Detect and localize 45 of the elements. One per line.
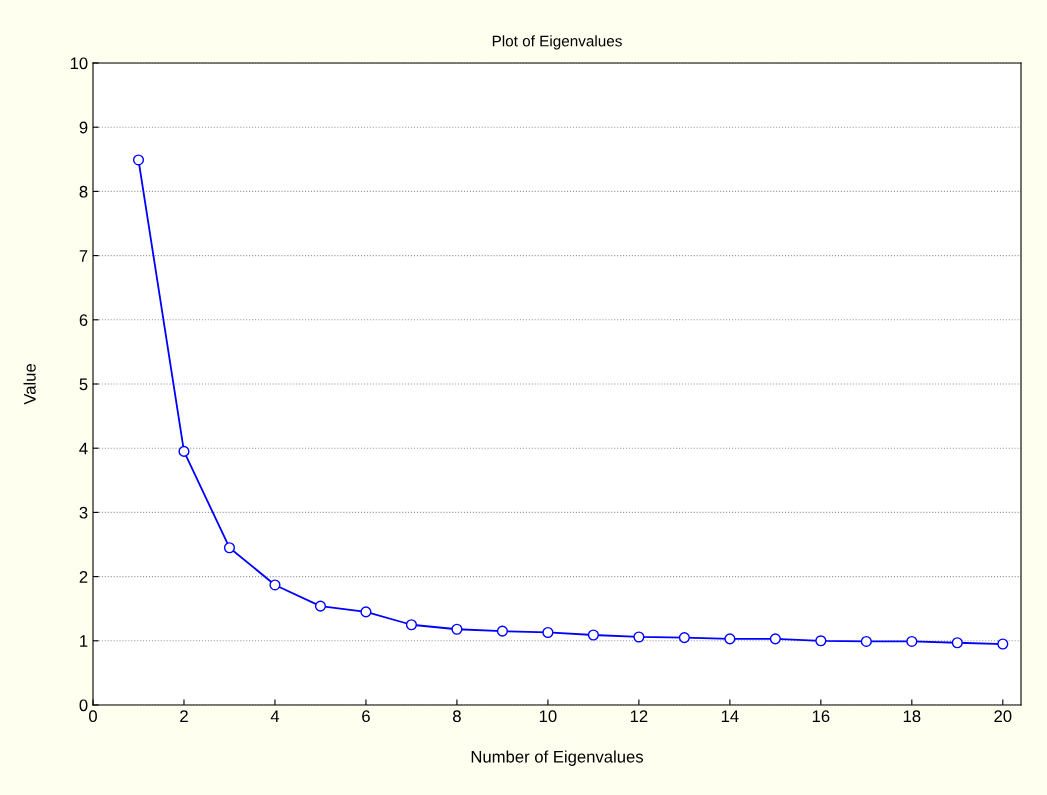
x-tick-label: 16 xyxy=(812,710,830,723)
point xyxy=(678,632,690,644)
point xyxy=(496,625,508,637)
point xyxy=(405,619,417,631)
x-tick-label: 12 xyxy=(630,710,648,722)
point xyxy=(269,579,281,591)
point xyxy=(132,154,145,166)
y-tick-label: 10 xyxy=(70,57,88,70)
x-tick-label: 6 xyxy=(362,710,370,723)
point xyxy=(633,631,645,643)
point xyxy=(223,542,236,554)
y-tick-label: 0 xyxy=(79,699,88,712)
x-tick-label: 18 xyxy=(903,710,921,723)
point xyxy=(906,635,918,647)
x-axis-title: Number of Eigenvalues xyxy=(471,750,644,766)
y-tick-label: 8 xyxy=(79,185,88,198)
x-tick-label: 10 xyxy=(539,710,557,723)
y-tick-label: 9 xyxy=(79,121,88,134)
point xyxy=(178,445,190,457)
y-tick-label: 4 xyxy=(79,442,88,455)
y-tick-label: 2 xyxy=(79,571,88,583)
x-tick-label: 14 xyxy=(721,710,739,722)
chart-title: Plot of Eigenvalues xyxy=(492,35,622,50)
y-tick-label: 5 xyxy=(79,378,88,391)
x-tick-label: 4 xyxy=(270,710,280,722)
y-axis-title: Value xyxy=(23,364,36,405)
point xyxy=(314,600,327,612)
point xyxy=(769,633,781,645)
y-tick-label: 6 xyxy=(79,314,88,326)
x-tick-label: 20 xyxy=(994,710,1012,723)
y-tick-label: 3 xyxy=(79,506,88,519)
point xyxy=(997,638,1009,650)
point xyxy=(815,635,827,647)
point xyxy=(360,606,372,618)
x-tick-label: 0 xyxy=(89,710,97,723)
y-tick-label: 1 xyxy=(80,635,88,647)
point xyxy=(451,623,463,635)
x-tick-label: 8 xyxy=(453,710,461,723)
point xyxy=(724,633,736,645)
point xyxy=(860,635,872,647)
point xyxy=(951,637,963,649)
x-tick-label: 2 xyxy=(180,710,188,722)
y-tick-label: 7 xyxy=(79,250,88,262)
point xyxy=(542,626,554,639)
point xyxy=(587,629,599,641)
